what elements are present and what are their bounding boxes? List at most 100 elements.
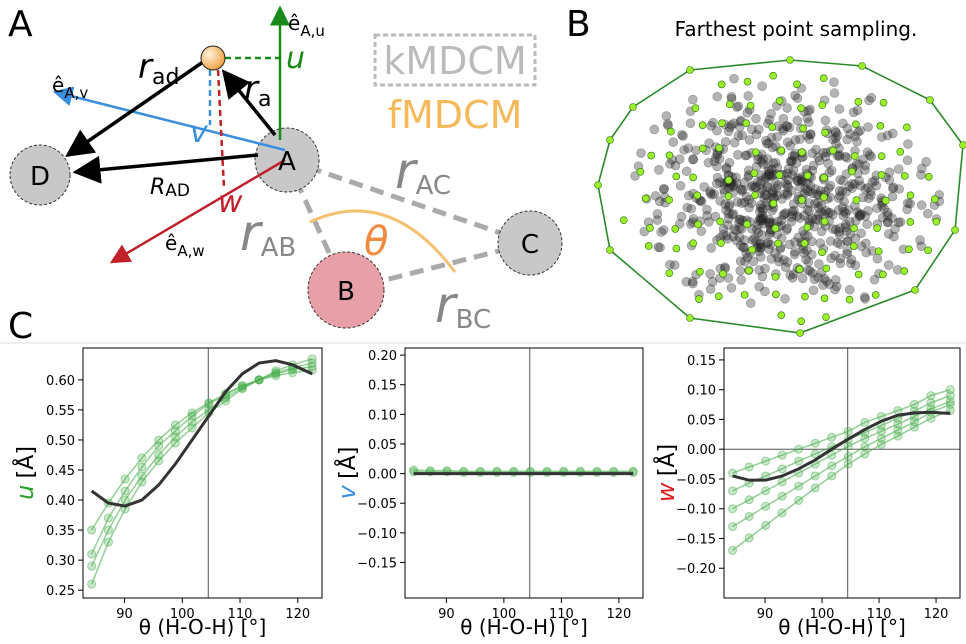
- label: êA,w: [165, 231, 205, 260]
- sample-point: [720, 199, 731, 209]
- sample-point: [753, 215, 764, 226]
- sample-point: [777, 123, 788, 134]
- sample-point: [818, 280, 828, 291]
- y-axis-label: w [Å]: [652, 444, 680, 502]
- y-tick-label: 0.15: [687, 354, 716, 369]
- sample-point: [828, 134, 838, 145]
- sample-point: [835, 223, 845, 233]
- projection: [216, 69, 226, 189]
- sample-point: [851, 159, 862, 169]
- y-tick-label: 0.00: [368, 468, 397, 483]
- sample-point: [859, 292, 870, 302]
- sample-point: [843, 236, 853, 247]
- sample-point: [731, 178, 742, 188]
- selected-point: [911, 286, 919, 294]
- sample-point: [762, 182, 772, 192]
- sample-point: [649, 124, 660, 135]
- sample-point: [813, 152, 824, 163]
- sample-point: [860, 165, 870, 175]
- sample-point: [784, 122, 795, 133]
- sample-point: [835, 175, 846, 185]
- axis-arrow: [109, 158, 286, 264]
- label-base: ê: [288, 11, 300, 35]
- sample-point: [864, 95, 874, 106]
- y-tick-label: 0.45: [46, 464, 75, 479]
- sample-point: [751, 113, 761, 124]
- selected-point: [716, 217, 725, 226]
- sample-point: [740, 235, 750, 245]
- sample-point: [797, 273, 808, 284]
- point: [744, 495, 754, 505]
- sample-point: [782, 190, 793, 200]
- sample-point: [773, 180, 783, 191]
- selected-point: [691, 104, 700, 112]
- sample-point: [852, 105, 863, 116]
- sample-point: [915, 235, 925, 245]
- sample-point: [821, 205, 831, 216]
- label-base: ê: [52, 73, 64, 97]
- sample-point: [771, 183, 782, 193]
- sample-point: [751, 236, 761, 247]
- selected-point: [820, 294, 829, 303]
- selected-point: [854, 97, 863, 106]
- y-axis-unit: [Å]: [653, 444, 680, 476]
- sample-point: [787, 170, 798, 180]
- point: [137, 453, 147, 463]
- selected-point: [932, 217, 941, 226]
- sample-point: [834, 186, 845, 196]
- sample-point: [830, 250, 840, 261]
- selected-point: [641, 194, 650, 203]
- y-tick-label: 0.60: [46, 374, 75, 389]
- vector-arrow: [221, 69, 277, 137]
- sample-point: [785, 156, 796, 167]
- selected-point: [665, 196, 673, 204]
- box: [373, 33, 537, 87]
- selected-point: [777, 311, 786, 320]
- sample-point: [736, 275, 747, 285]
- selected-point: [879, 270, 887, 279]
- selected-point: [854, 270, 863, 279]
- sample-point: [860, 211, 871, 221]
- plot-frame: [404, 347, 644, 599]
- sample-point: [782, 121, 793, 131]
- selected-point: [819, 74, 828, 83]
- sample-point: [816, 207, 826, 217]
- sample-point: [860, 184, 871, 194]
- sample-point: [790, 135, 801, 145]
- sample-point: [783, 175, 794, 185]
- sample-point: [804, 134, 815, 144]
- selected-point: [820, 217, 829, 226]
- sample-point: [748, 180, 758, 191]
- sample-point: [761, 190, 772, 201]
- sample-point: [831, 224, 841, 235]
- sample-point: [856, 209, 867, 219]
- sample-point: [721, 205, 731, 216]
- sample-point: [762, 154, 773, 164]
- sample-point: [813, 197, 823, 208]
- sample-point: [837, 186, 848, 196]
- sample-point: [838, 210, 849, 221]
- sample-point: [921, 156, 931, 167]
- selected-point: [620, 216, 628, 224]
- sample-point: [792, 175, 803, 186]
- sample-point: [780, 294, 790, 304]
- sample-point: [790, 237, 800, 247]
- label-sub: AD: [165, 181, 190, 201]
- sample-point: [665, 259, 675, 270]
- point: [909, 422, 919, 432]
- sample-point: [742, 252, 753, 263]
- point: [744, 511, 754, 521]
- sample-point: [770, 158, 781, 168]
- sample-point: [731, 172, 741, 183]
- x-tick-label: 90: [757, 607, 774, 622]
- sample-point: [721, 162, 732, 173]
- sample-point: [894, 184, 905, 194]
- sample-point: [736, 240, 746, 251]
- sample-point: [755, 179, 766, 189]
- selected-point: [877, 152, 886, 160]
- sample-point: [825, 207, 835, 218]
- selected-point: [636, 168, 645, 176]
- y-tick-label: 0.05: [687, 413, 716, 428]
- point: [945, 397, 955, 407]
- selected-point: [606, 246, 614, 254]
